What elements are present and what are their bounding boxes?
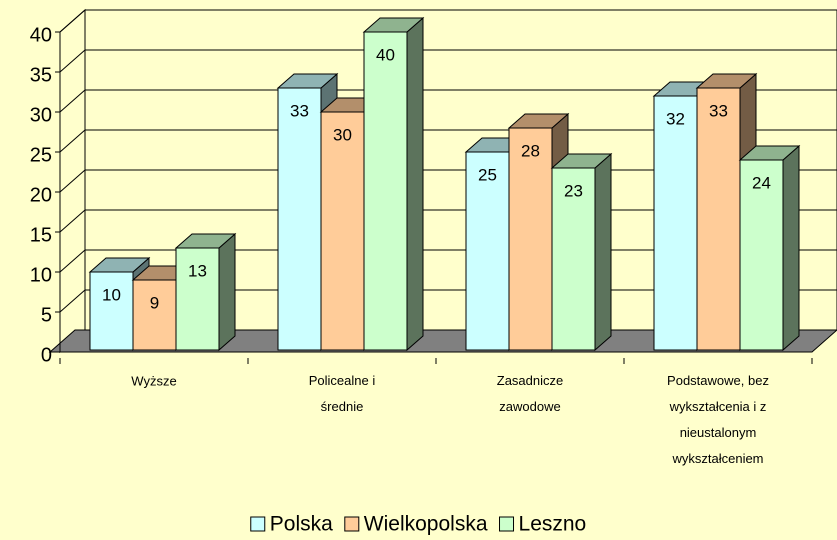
value-label: 23 — [564, 181, 583, 200]
y-tick-label: 40 — [30, 24, 52, 46]
value-label: 33 — [290, 101, 309, 120]
value-label: 25 — [478, 165, 497, 184]
value-label: 10 — [102, 285, 121, 304]
value-label: 30 — [333, 125, 352, 144]
legend-label: Wielkopolska — [364, 513, 488, 536]
bar — [89, 271, 134, 351]
legend-swatch — [250, 516, 266, 532]
value-label: 13 — [188, 261, 207, 280]
bar — [653, 95, 698, 351]
legend-swatch — [499, 516, 515, 532]
grid-line-side — [59, 209, 86, 233]
bar — [465, 151, 510, 351]
grid-line-side — [59, 249, 86, 273]
bar — [551, 167, 596, 351]
bar — [175, 247, 220, 351]
x-tick-label: Podstawowe, bez wykształcenia i z nieustal… — [667, 373, 769, 466]
bar-side — [594, 152, 612, 352]
y-tick-label: 35 — [30, 64, 52, 86]
grid-line-side — [59, 169, 86, 193]
legend: Polska Wielkopolska Leszno — [250, 513, 587, 536]
grid-line-side — [59, 129, 86, 153]
grid-line-side — [59, 89, 86, 113]
bar — [277, 87, 322, 351]
bar-side — [406, 16, 424, 352]
grid-line-side — [59, 9, 86, 33]
grid-line-side — [59, 289, 86, 313]
bar-side — [782, 144, 800, 352]
y-tick-label: 30 — [30, 104, 52, 126]
legend-swatch — [344, 516, 360, 532]
value-label: 40 — [376, 45, 395, 64]
bar — [696, 87, 741, 351]
value-label: 24 — [752, 173, 771, 192]
y-tick-label: 25 — [30, 144, 52, 166]
floor — [48, 329, 837, 353]
bar — [739, 159, 784, 351]
grid-line-side — [59, 49, 86, 73]
value-label: 28 — [521, 141, 540, 160]
x-tick-label: Wyższe — [131, 373, 176, 388]
bar — [320, 111, 365, 351]
y-tick-label: 0 — [41, 344, 52, 366]
value-label: 32 — [666, 109, 685, 128]
bar — [363, 31, 408, 351]
x-tick-label: Policealne i średnie — [309, 373, 376, 414]
y-tick-label: 10 — [30, 264, 52, 286]
legend-label: Polska — [270, 513, 333, 536]
value-label: 9 — [150, 293, 159, 312]
bar-side — [218, 232, 236, 352]
y-tick-label: 20 — [30, 184, 52, 206]
legend-label: Leszno — [519, 513, 587, 536]
bar — [508, 127, 553, 351]
x-tick-label: Zasadnicze zawodowe — [497, 373, 563, 414]
value-label: 33 — [709, 101, 728, 120]
y-tick-label: 15 — [30, 224, 52, 246]
y-tick-label: 5 — [41, 304, 52, 326]
bar — [132, 279, 177, 351]
